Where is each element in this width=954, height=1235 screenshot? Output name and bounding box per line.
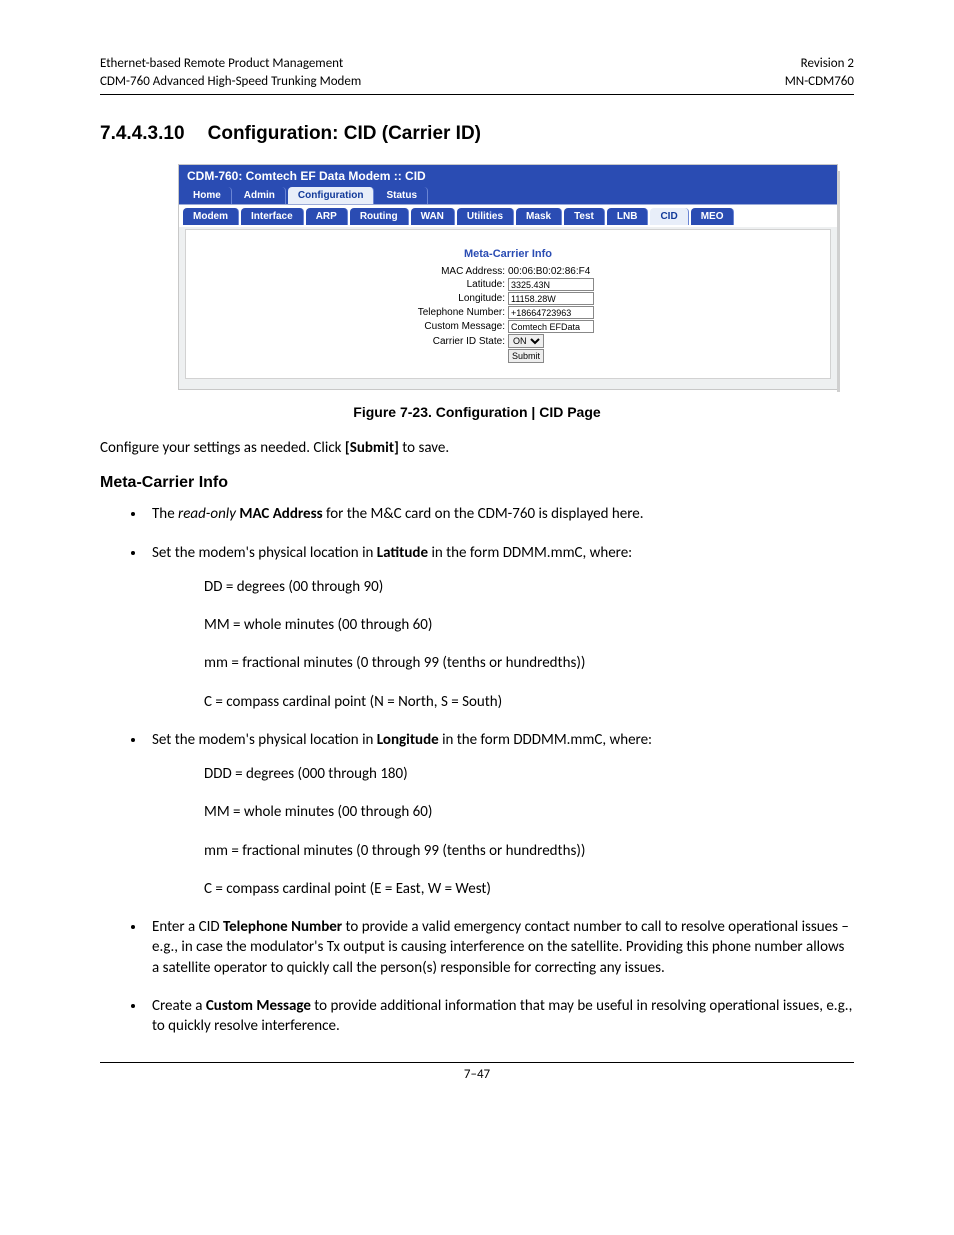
telephone-label: Telephone Number: [248,307,508,318]
longitude-input[interactable] [508,292,594,305]
lon-line-0: DDD = degrees (000 through 180) [204,764,854,784]
tab-utilities[interactable]: Utilities [457,208,514,225]
embedded-screenshot: CDM-760: Comtech EF Data Modem :: CID Ho… [178,164,838,390]
lat-line-1: MM = whole minutes (00 through 60) [204,615,854,635]
tab-modem[interactable]: Modem [183,208,239,225]
tab-interface[interactable]: Interface [241,208,304,225]
tab-mask[interactable]: Mask [516,208,562,225]
tabs-secondary: Modem Interface ARP Routing WAN Utilitie… [179,204,837,227]
tab-admin[interactable]: Admin [234,187,286,204]
section-heading: 7.4.4.3.10 Configuration: CID (Carrier I… [100,119,854,146]
page-header: Ethernet-based Remote Product Management… [100,55,854,90]
intro-post: to save. [399,439,449,457]
meta-carrier-subheading: Meta-Carrier Info [100,474,854,492]
tab-status[interactable]: Status [376,187,428,204]
custom-message-label: Custom Message: [248,321,508,332]
longitude-defs: DDD = degrees (000 through 180) MM = who… [204,764,854,899]
screenshot-body: Meta-Carrier Info MAC Address: 00:06:B0:… [185,229,831,379]
meta-carrier-title: Meta-Carrier Info [194,248,822,260]
tab-cid[interactable]: CID [650,208,688,225]
tab-wan[interactable]: WAN [411,208,455,225]
tab-test[interactable]: Test [564,208,605,225]
lon-line-2: mm = fractional minutes (0 through 99 (t… [204,841,854,861]
lat-line-3: C = compass cardinal point (N = North, S… [204,692,854,712]
lon-line-3: C = compass cardinal point (E = East, W … [204,879,854,899]
lat-line-0: DD = degrees (00 through 90) [204,577,854,597]
carrier-id-state-label: Carrier ID State: [248,336,508,347]
tab-lnb[interactable]: LNB [607,208,649,225]
tab-configuration[interactable]: Configuration [288,187,375,204]
bullet-custom-message: Create a Custom Message to provide addit… [146,996,854,1037]
header-left-1: Ethernet-based Remote Product Management [100,55,361,73]
custom-message-input[interactable] [508,320,594,333]
header-rule [100,94,854,95]
intro-paragraph: Configure your settings as needed. Click… [100,438,854,458]
figure-caption: Figure 7-23. Configuration | CID Page [100,404,854,420]
latitude-label: Latitude: [248,279,508,290]
footer-rule [100,1062,854,1063]
section-number: 7.4.4.3.10 [100,123,185,144]
mac-value: 00:06:B0:02:86:F4 [508,266,768,277]
bullet-telephone: Enter a CID Telephone Number to provide … [146,917,854,978]
header-left-2: CDM-760 Advanced High-Speed Trunking Mod… [100,73,361,91]
submit-button[interactable]: Submit [508,349,544,363]
mac-label: MAC Address: [248,266,508,277]
tab-home[interactable]: Home [183,187,232,204]
tab-meo[interactable]: MEO [691,208,735,225]
intro-pre: Configure your settings as needed. Click [100,439,345,457]
intro-bold: [Submit] [345,439,399,457]
section-title: Configuration: CID (Carrier ID) [208,123,481,144]
telephone-input[interactable] [508,306,594,319]
tab-routing[interactable]: Routing [350,208,409,225]
carrier-id-state-select[interactable]: ON [508,334,544,348]
bullet-list: The read-only MAC Address for the M&C ca… [146,504,854,1036]
tabs-primary: Home Admin Configuration Status [179,187,837,204]
header-right-1: Revision 2 [785,55,854,73]
latitude-input[interactable] [508,278,594,291]
longitude-label: Longitude: [248,293,508,304]
bullet-mac: The read-only MAC Address for the M&C ca… [146,504,854,524]
bullet-longitude: Set the modem's physical location in Lon… [146,730,854,899]
bullet-latitude: Set the modem's physical location in Lat… [146,543,854,712]
tab-arp[interactable]: ARP [306,208,348,225]
latitude-defs: DD = degrees (00 through 90) MM = whole … [204,577,854,712]
header-right-2: MN-CDM760 [785,73,854,91]
lat-line-2: mm = fractional minutes (0 through 99 (t… [204,653,854,673]
window-titlebar: CDM-760: Comtech EF Data Modem :: CID [179,165,837,187]
lon-line-1: MM = whole minutes (00 through 60) [204,802,854,822]
page-number: 7–47 [100,1067,854,1082]
